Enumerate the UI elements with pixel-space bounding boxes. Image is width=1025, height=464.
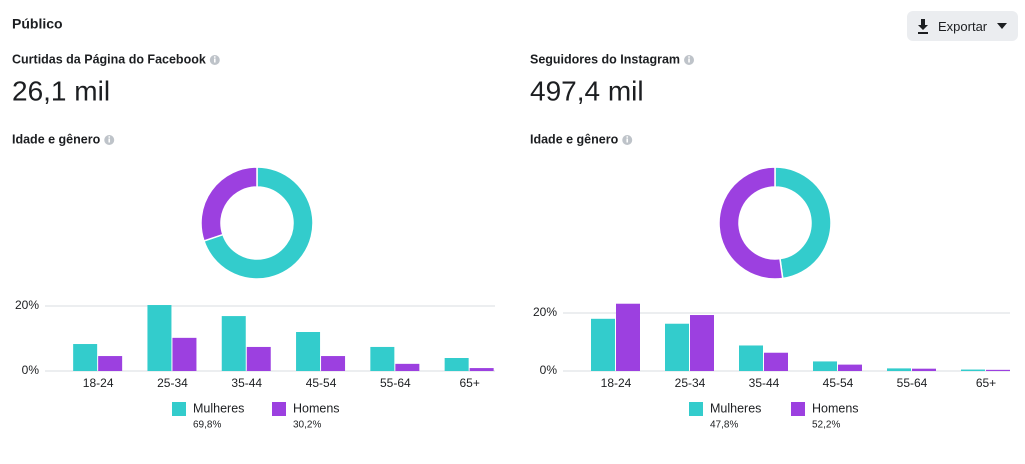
bar	[665, 323, 689, 371]
legend-percent: 69,8%	[193, 420, 221, 431]
donut-slice	[200, 166, 258, 242]
legend-swatch	[172, 402, 186, 416]
donut-slice	[203, 166, 314, 280]
x-tick-label: 55-64	[897, 376, 928, 390]
bar	[912, 368, 936, 371]
bar	[690, 315, 714, 371]
bar	[469, 368, 494, 371]
donut-slice	[774, 166, 832, 280]
x-tick-label: 35-44	[231, 376, 262, 390]
bar	[98, 356, 123, 371]
bar	[616, 303, 640, 371]
subsection-title: Idade e gênero	[12, 132, 101, 146]
y-tick-label: 0%	[540, 363, 558, 377]
legend-percent: 30,2%	[293, 420, 321, 431]
bar	[147, 305, 172, 371]
legend-label: Mulheres	[193, 401, 244, 415]
info-icon-dot	[108, 136, 111, 138]
bar	[813, 361, 837, 371]
bar	[887, 368, 911, 371]
caret	[997, 23, 1008, 29]
bar	[444, 358, 469, 371]
bar	[221, 316, 246, 371]
info-icon-dot	[213, 56, 216, 58]
donut-slice	[718, 166, 784, 280]
legend-percent: 52,2%	[812, 420, 840, 431]
info-icon-dot	[626, 136, 629, 138]
info-icon-glyph	[108, 138, 111, 143]
x-tick-label: 25-34	[157, 376, 188, 390]
bar	[986, 369, 1010, 371]
bar	[73, 344, 98, 371]
export-button[interactable]: Exportar	[907, 11, 1018, 41]
bar	[296, 332, 321, 371]
x-tick-label: 55-64	[380, 376, 411, 390]
info-icon-glyph	[688, 58, 690, 63]
info-icon-dot	[688, 56, 690, 58]
legend-swatch	[791, 402, 805, 416]
download-icon	[918, 18, 928, 34]
legend-label: Homens	[293, 401, 340, 415]
x-tick-label: 18-24	[83, 376, 114, 390]
subsection-title: Idade e gênero	[530, 132, 619, 146]
x-tick-label: 25-34	[675, 376, 706, 390]
y-tick-label: 0%	[22, 363, 40, 377]
section-title: Público	[12, 16, 63, 32]
x-tick-label: 18-24	[601, 376, 632, 390]
bar	[838, 364, 862, 371]
legend-swatch	[272, 402, 286, 416]
bar	[321, 356, 346, 371]
bar	[591, 318, 615, 371]
bar	[961, 369, 985, 371]
bar	[764, 352, 788, 371]
x-tick-label: 45-54	[823, 376, 854, 390]
x-tick-label: 65+	[459, 376, 479, 390]
metric-value: 497,4 mil	[530, 75, 644, 106]
legend-label: Mulheres	[710, 401, 761, 415]
y-tick-label: 20%	[15, 298, 39, 312]
panel-title: Curtidas da Página do Facebook	[12, 52, 206, 66]
y-tick-label: 20%	[533, 305, 557, 319]
metric-value: 26,1 mil	[12, 75, 110, 106]
export-label: Exportar	[938, 18, 988, 34]
legend-percent: 47,8%	[710, 420, 738, 431]
info-icon-glyph	[626, 138, 629, 143]
bar	[246, 346, 271, 371]
panel-title: Seguidores do Instagram	[530, 52, 680, 66]
legend-label: Homens	[812, 401, 859, 415]
bar	[172, 337, 197, 371]
bar	[395, 363, 420, 371]
info-icon-glyph	[213, 58, 216, 63]
x-tick-label: 65+	[976, 376, 996, 390]
x-tick-label: 35-44	[749, 376, 780, 390]
x-tick-label: 45-54	[306, 376, 337, 390]
bar	[370, 346, 395, 371]
legend-swatch	[689, 402, 703, 416]
bar	[739, 345, 763, 371]
